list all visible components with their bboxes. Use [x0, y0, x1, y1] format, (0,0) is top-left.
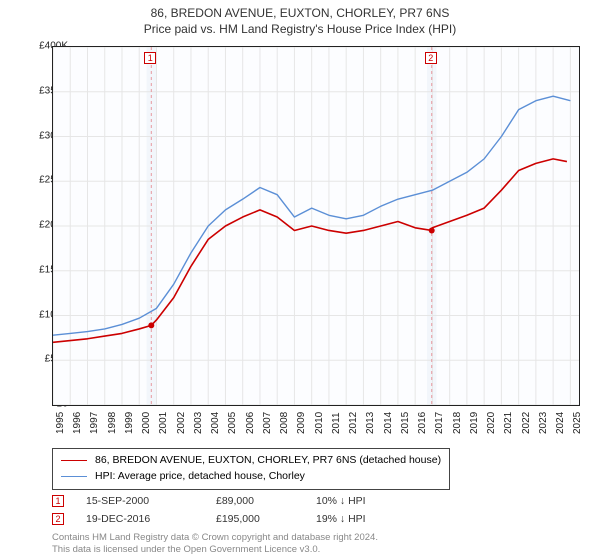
x-tick-label: 2014 — [383, 412, 394, 434]
chart-container: 86, BREDON AVENUE, EUXTON, CHORLEY, PR7 … — [0, 0, 600, 560]
x-tick-label: 2005 — [227, 412, 238, 434]
x-tick-label: 2019 — [469, 412, 480, 434]
x-tick-label: 1995 — [55, 412, 66, 434]
transaction-pct-2: 19% ↓ HPI — [316, 513, 426, 525]
x-tick-label: 1997 — [89, 412, 100, 434]
transaction-date-1: 15-SEP-2000 — [86, 495, 216, 507]
x-tick-label: 2012 — [348, 412, 359, 434]
x-tick-label: 2021 — [503, 412, 514, 434]
chart-transaction-marker: 2 — [425, 52, 437, 64]
plot-svg — [53, 47, 579, 405]
x-tick-label: 2011 — [331, 412, 342, 434]
x-tick-label: 2004 — [210, 412, 221, 434]
x-tick-label: 2024 — [555, 412, 566, 434]
transaction-date-2: 19-DEC-2016 — [86, 513, 216, 525]
x-tick-label: 1996 — [72, 412, 83, 434]
x-tick-label: 2002 — [176, 412, 187, 434]
x-tick-label: 2007 — [262, 412, 273, 434]
legend-row-hpi: HPI: Average price, detached house, Chor… — [61, 469, 441, 485]
x-tick-label: 2013 — [365, 412, 376, 434]
x-tick-label: 2020 — [486, 412, 497, 434]
transaction-pct-1: 10% ↓ HPI — [316, 495, 426, 507]
legend-label-property: 86, BREDON AVENUE, EUXTON, CHORLEY, PR7 … — [95, 453, 441, 469]
footnote-line-1: Contains HM Land Registry data © Crown c… — [52, 532, 378, 544]
x-tick-label: 2000 — [141, 412, 152, 434]
title-block: 86, BREDON AVENUE, EUXTON, CHORLEY, PR7 … — [0, 0, 600, 37]
transaction-marker-2: 2 — [52, 513, 64, 525]
x-tick-label: 2016 — [417, 412, 428, 434]
transaction-row-1: 1 15-SEP-2000 £89,000 10% ↓ HPI — [52, 492, 426, 510]
legend-label-hpi: HPI: Average price, detached house, Chor… — [95, 469, 305, 485]
x-tick-label: 2017 — [434, 412, 445, 434]
footnote: Contains HM Land Registry data © Crown c… — [52, 532, 378, 556]
transaction-price-2: £195,000 — [216, 513, 316, 525]
x-tick-label: 2010 — [314, 412, 325, 434]
transaction-row-2: 2 19-DEC-2016 £195,000 19% ↓ HPI — [52, 510, 426, 528]
transaction-marker-1: 1 — [52, 495, 64, 507]
footnote-line-2: This data is licensed under the Open Gov… — [52, 544, 378, 556]
legend-row-property: 86, BREDON AVENUE, EUXTON, CHORLEY, PR7 … — [61, 453, 441, 469]
x-tick-label: 2009 — [296, 412, 307, 434]
plot-area — [52, 46, 580, 406]
x-tick-label: 2018 — [452, 412, 463, 434]
x-tick-label: 2025 — [572, 412, 583, 434]
legend: 86, BREDON AVENUE, EUXTON, CHORLEY, PR7 … — [52, 448, 450, 490]
legend-swatch-hpi — [61, 476, 87, 477]
x-tick-label: 2001 — [158, 412, 169, 434]
transaction-price-1: £89,000 — [216, 495, 316, 507]
x-tick-label: 2015 — [400, 412, 411, 434]
x-tick-label: 2003 — [193, 412, 204, 434]
title-line-2: Price paid vs. HM Land Registry's House … — [0, 22, 600, 38]
x-tick-label: 2023 — [538, 412, 549, 434]
x-tick-label: 2008 — [279, 412, 290, 434]
x-tick-label: 1998 — [107, 412, 118, 434]
x-tick-label: 1999 — [124, 412, 135, 434]
chart-transaction-marker: 1 — [144, 52, 156, 64]
x-tick-label: 2006 — [245, 412, 256, 434]
x-tick-label: 2022 — [521, 412, 532, 434]
title-line-1: 86, BREDON AVENUE, EUXTON, CHORLEY, PR7 … — [0, 6, 600, 22]
transaction-table: 1 15-SEP-2000 £89,000 10% ↓ HPI 2 19-DEC… — [52, 492, 426, 528]
legend-swatch-property — [61, 460, 87, 461]
